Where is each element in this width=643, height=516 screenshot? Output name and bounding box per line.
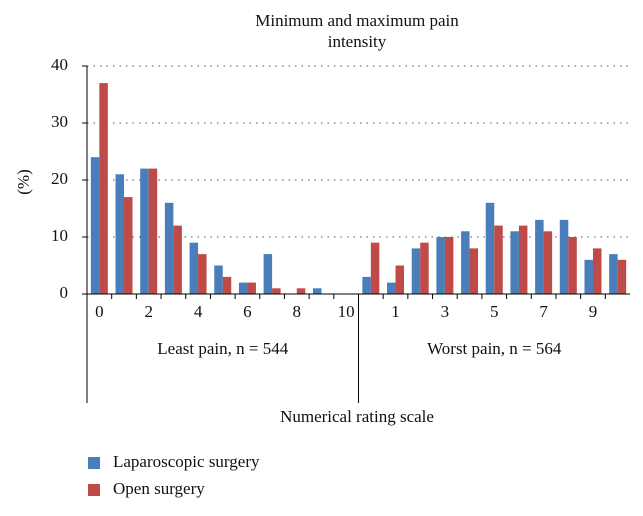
bar xyxy=(518,225,528,294)
bar xyxy=(494,225,503,294)
bar xyxy=(444,237,454,294)
x-axis-label: Numerical rating scale xyxy=(280,407,434,426)
bar xyxy=(535,219,544,294)
bar xyxy=(90,157,100,294)
x-tick-label: 8 xyxy=(293,302,302,321)
bar xyxy=(124,197,133,294)
bar xyxy=(222,276,232,294)
y-tick-label: 20 xyxy=(51,169,68,188)
bar xyxy=(411,248,421,294)
y-tick-label: 0 xyxy=(60,283,69,302)
x-tick-label: 0 xyxy=(95,302,104,321)
bar xyxy=(214,265,223,294)
x-tick-label: 9 xyxy=(589,302,598,321)
legend-swatch xyxy=(88,457,100,469)
chart-title: Minimum and maximum pain intensity xyxy=(255,11,459,51)
bar xyxy=(272,288,281,294)
y-axis-label: (%) xyxy=(14,169,33,194)
bar xyxy=(296,288,306,294)
legend-swatch xyxy=(88,484,100,496)
legend-label: Laparoscopic surgery xyxy=(113,452,260,471)
x-tick-label: 1 xyxy=(391,302,400,321)
bar xyxy=(617,259,627,294)
bar xyxy=(312,288,322,294)
bar xyxy=(420,242,429,294)
bar xyxy=(173,225,182,294)
group-label: Worst pain, n = 564 xyxy=(427,339,562,358)
y-tick-label: 30 xyxy=(51,112,68,131)
bar xyxy=(198,254,207,294)
bar xyxy=(609,254,618,294)
bar xyxy=(238,282,248,294)
group-label: Least pain, n = 544 xyxy=(157,339,288,358)
bar xyxy=(510,231,519,294)
bar xyxy=(115,174,125,294)
bar xyxy=(189,242,199,294)
x-tick-label: 2 xyxy=(144,302,153,321)
bar xyxy=(164,202,174,294)
bar xyxy=(395,265,405,294)
x-tick-label: 10 xyxy=(338,302,355,321)
x-tick-label: 3 xyxy=(441,302,450,321)
bar xyxy=(387,282,396,294)
bar xyxy=(263,254,273,294)
x-tick-label: 4 xyxy=(194,302,203,321)
bar xyxy=(362,276,371,294)
bar xyxy=(469,248,479,294)
x-tick-label: 7 xyxy=(539,302,548,321)
bar xyxy=(543,231,553,294)
bar xyxy=(559,219,569,294)
bar xyxy=(461,231,470,294)
bar xyxy=(592,248,602,294)
bar xyxy=(370,242,380,294)
y-tick-label: 10 xyxy=(51,226,68,245)
bar xyxy=(485,202,495,294)
bar xyxy=(436,237,445,294)
x-tick-label: 6 xyxy=(243,302,252,321)
bar xyxy=(247,282,256,294)
bar xyxy=(148,168,158,294)
bar xyxy=(99,83,108,294)
y-tick-label: 40 xyxy=(51,55,68,74)
x-tick-label: 5 xyxy=(490,302,499,321)
legend-label: Open surgery xyxy=(113,479,205,498)
bar xyxy=(568,237,577,294)
bar xyxy=(584,259,593,294)
bar xyxy=(140,168,149,294)
